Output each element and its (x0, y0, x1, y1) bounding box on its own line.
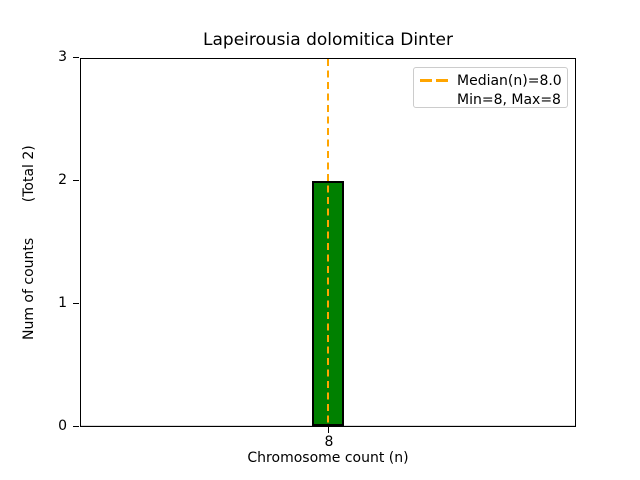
chart-title: Lapeirousia dolomitica Dinter (203, 30, 453, 50)
y-axis-label: Num of counts (Total 2) (21, 145, 37, 340)
legend-entry-minmax: Min=8, Max=8 (420, 90, 561, 109)
legend: Median(n)=8.0 Min=8, Max=8 (413, 67, 568, 108)
y-tick-mark-2 (73, 180, 79, 181)
x-axis-label: Chromosome count (n) (247, 450, 409, 466)
y-tick-label-3: 3 (58, 49, 67, 65)
y-tick-mark-1 (73, 303, 79, 304)
median-dash-icon (420, 79, 448, 82)
x-tick-label-8: 8 (324, 434, 334, 450)
x-tick-mark-8 (328, 427, 329, 433)
legend-entry-median: Median(n)=8.0 (420, 71, 562, 90)
y-tick-mark-0 (73, 426, 79, 427)
y-tick-label-2: 2 (58, 172, 67, 188)
legend-label-minmax: Min=8, Max=8 (457, 91, 561, 108)
legend-label-median: Median(n)=8.0 (457, 72, 562, 89)
plot-area: Median(n)=8.0 Min=8, Max=8 (80, 58, 576, 427)
y-tick-mark-3 (73, 57, 79, 58)
y-tick-label-0: 0 (58, 418, 67, 434)
median-line (327, 59, 329, 426)
empty-marker (420, 98, 448, 101)
y-tick-label-1: 1 (58, 295, 67, 311)
